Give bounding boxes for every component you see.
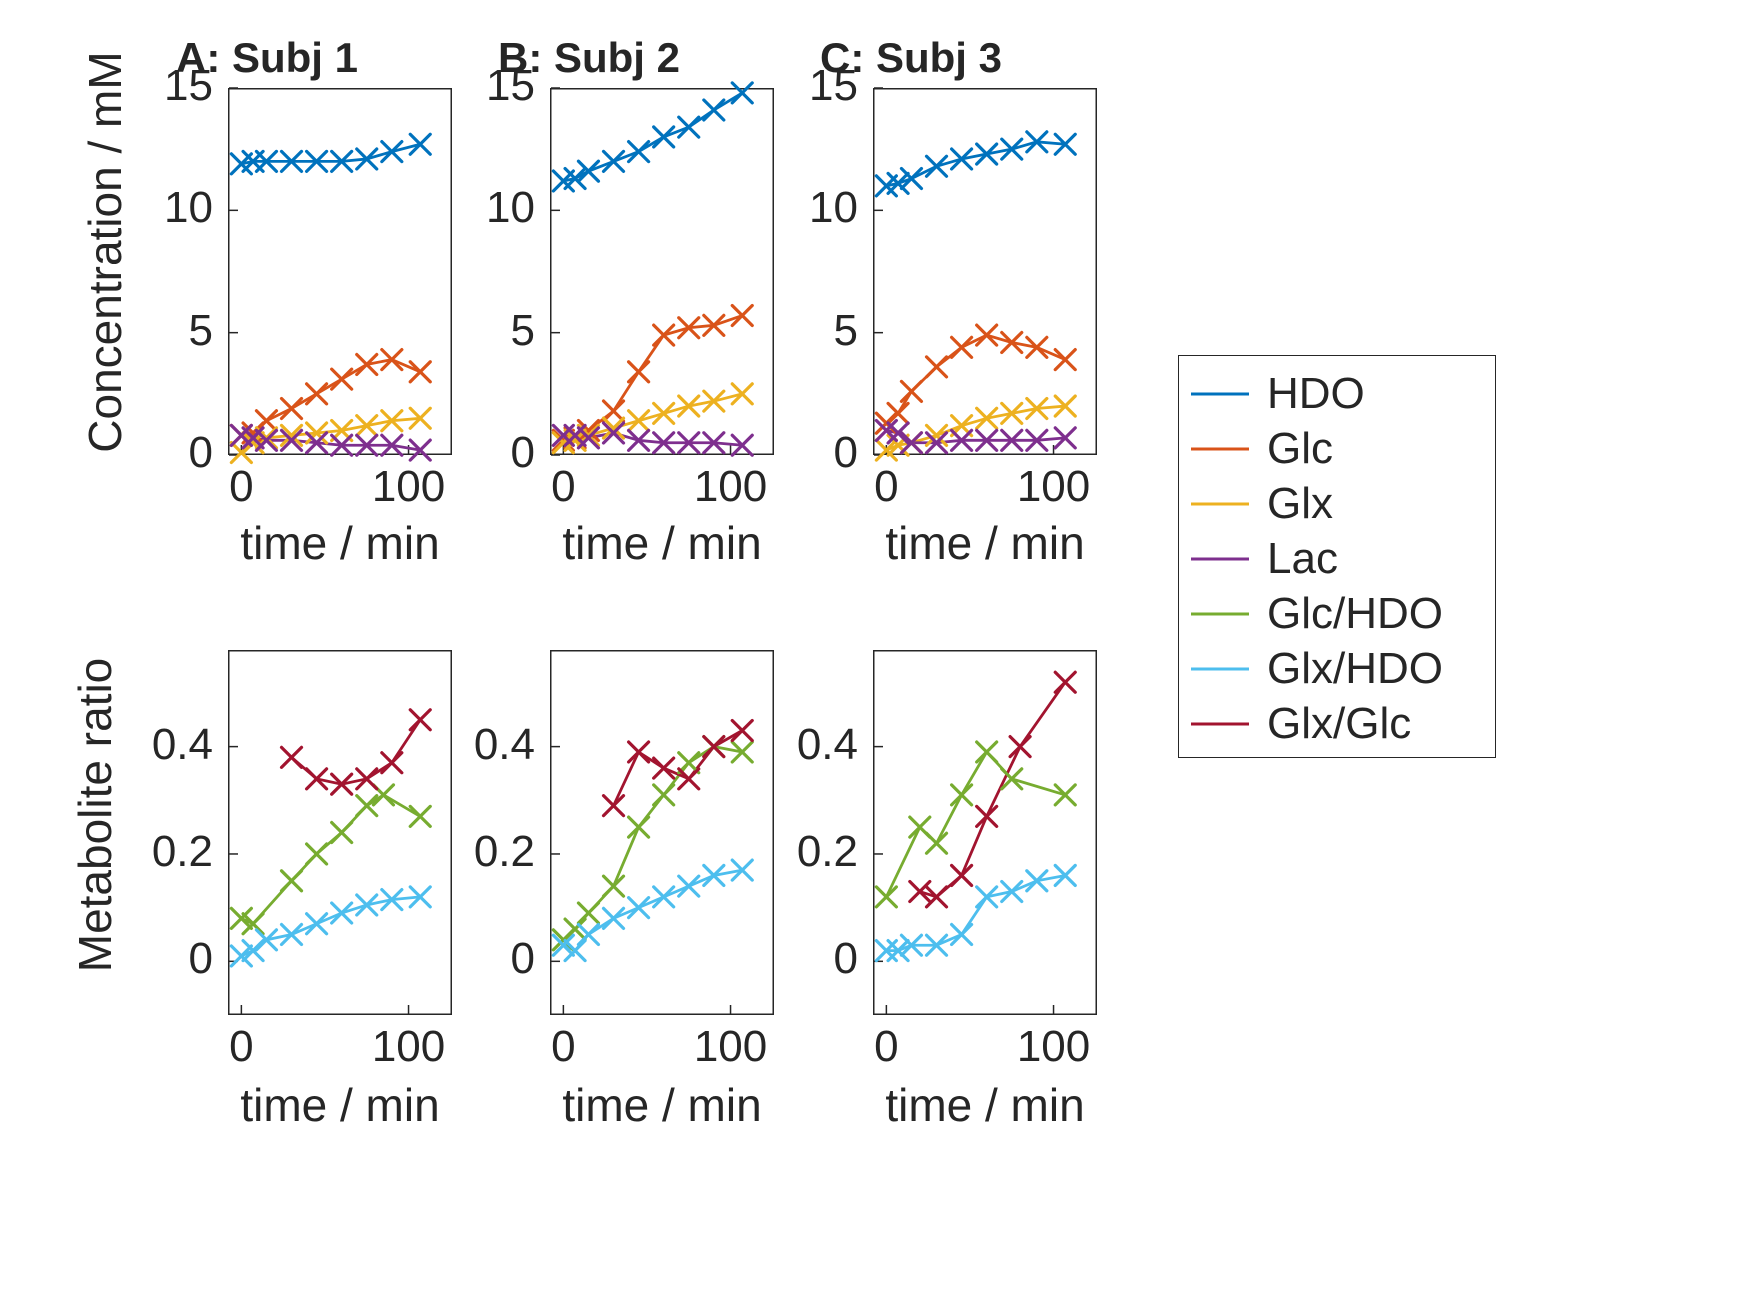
legend-entry-glc: Glc [1179, 421, 1495, 476]
legend-line-sample-glc-hdo [1191, 612, 1249, 615]
subplot-title-subj1: A: Subj 1 [176, 34, 359, 81]
axes-frame [873, 88, 1097, 455]
legend-entry-lac: Lac [1179, 531, 1495, 586]
plot-area-4 [228, 650, 452, 1015]
x-axis-label-time-a-bottom: time / min [240, 1079, 440, 1131]
x-tick-label: 100 [1016, 462, 1091, 511]
x-axis-label-time-c-bottom: time / min [885, 1079, 1085, 1131]
legend-label-hdo: HDO [1267, 368, 1365, 418]
y-tick-label: 0 [833, 934, 858, 984]
legend-line-sample-glc [1191, 447, 1249, 450]
y-tick-label: 0 [188, 428, 213, 477]
y-tick-label: 0.4 [473, 719, 535, 769]
legend-entry-glx-hdo: Glx/HDO [1179, 641, 1495, 696]
legend-line-sample-glx [1191, 502, 1249, 505]
legend-line-sample-glx-hdo [1191, 667, 1249, 670]
x-axis-label-time-c-top: time / min [885, 517, 1085, 569]
legend-entry-glx: Glx [1179, 476, 1495, 531]
y-tick-label: 5 [510, 305, 535, 355]
chart-panel-6: 0 100 0 0.2 0.4 [797, 650, 1097, 1069]
y-tick-label: 15 [809, 61, 858, 110]
y-tick-label: 0.4 [796, 719, 858, 769]
chart-panel-1: 0 100 0 5 10 15 [164, 64, 452, 509]
chart-panel-5: 0 100 0 0.2 0.4 [474, 650, 774, 1069]
chart-panel-4: 0 100 0 0.2 0.4 [152, 650, 452, 1069]
y-tick-label: 0.2 [151, 826, 213, 876]
chart-panel-2: 0 100 0 5 10 15 [486, 64, 774, 509]
subplot-title-subj3: C: Subj 3 [820, 34, 1003, 81]
chart-panel-3: 0 100 0 5 10 15 [809, 64, 1097, 509]
subplot-title-subj2: B: Subj 2 [498, 34, 681, 81]
plot-area-2 [550, 81, 774, 457]
y-tick-label: 10 [809, 183, 858, 233]
x-tick-label: 100 [371, 462, 446, 511]
plot-area-3 [873, 87, 1097, 462]
legend-line-sample-lac [1191, 557, 1249, 560]
y-tick-label: 10 [164, 183, 213, 233]
y-tick-label: 5 [833, 305, 858, 355]
series-line-glc-hdo [240, 793, 421, 926]
legend-label-glx-hdo: Glx/HDO [1267, 643, 1443, 693]
y-tick-label: 0 [510, 934, 535, 984]
x-tick-label: 100 [371, 1022, 446, 1071]
legend-label-glc: Glc [1267, 423, 1333, 473]
axes-frame [228, 88, 452, 455]
y-tick-label: 0 [833, 428, 858, 477]
plot-area-1 [228, 87, 452, 465]
y-tick-label: 0.2 [796, 826, 858, 876]
axes-frame [550, 88, 774, 455]
x-tick-label: 0 [551, 462, 576, 511]
x-tick-label: 0 [874, 1022, 899, 1071]
x-tick-label: 100 [693, 462, 768, 511]
legend-line-sample-hdo [1191, 392, 1249, 395]
axes-frame [873, 650, 1097, 1015]
legend-entry-glc-hdo: Glc/HDO [1179, 586, 1495, 641]
legend-label-glx: Glx [1267, 478, 1333, 528]
y-tick-label: 0.4 [151, 719, 213, 769]
y-tick-label: 0 [510, 428, 535, 477]
x-tick-label: 0 [874, 462, 899, 511]
x-tick-label: 100 [693, 1022, 768, 1071]
x-tick-label: 100 [1016, 1022, 1091, 1071]
legend-entry-glx-glc: Glx/Glc [1179, 696, 1495, 751]
series-line-glc [563, 314, 743, 442]
legend-label-glc-hdo: Glc/HDO [1267, 588, 1443, 638]
legend-line-sample-glx-glc [1191, 722, 1249, 725]
y-tick-label: 0 [188, 934, 213, 984]
y-tick-label: 0.2 [473, 826, 535, 876]
legend-label-glx-glc: Glx/Glc [1267, 698, 1412, 748]
y-tick-label: 15 [486, 61, 535, 110]
x-axis-label-time-b-top: time / min [562, 517, 762, 569]
x-tick-label: 0 [551, 1022, 576, 1071]
series-line-glc-hdo [885, 749, 1066, 898]
plot-area-5 [550, 650, 774, 1015]
legend-entry-hdo: HDO [1179, 366, 1495, 421]
x-axis-label-time-b-bottom: time / min [562, 1079, 762, 1131]
axes-frame [550, 650, 774, 1015]
x-tick-label: 0 [229, 1022, 254, 1071]
y-tick-label: 10 [486, 183, 535, 233]
y-tick-label: 15 [164, 61, 213, 110]
axes-frame [228, 650, 452, 1015]
plot-area-6 [873, 650, 1097, 1015]
legend: HDO Glc Glx Lac Glc/HDO Glx/HDO Glx/Glc [1178, 355, 1496, 758]
legend-label-lac: Lac [1267, 533, 1338, 583]
x-tick-label: 0 [229, 462, 254, 511]
x-axis-label-time-a-top: time / min [240, 517, 440, 569]
y-tick-label: 5 [188, 305, 213, 355]
